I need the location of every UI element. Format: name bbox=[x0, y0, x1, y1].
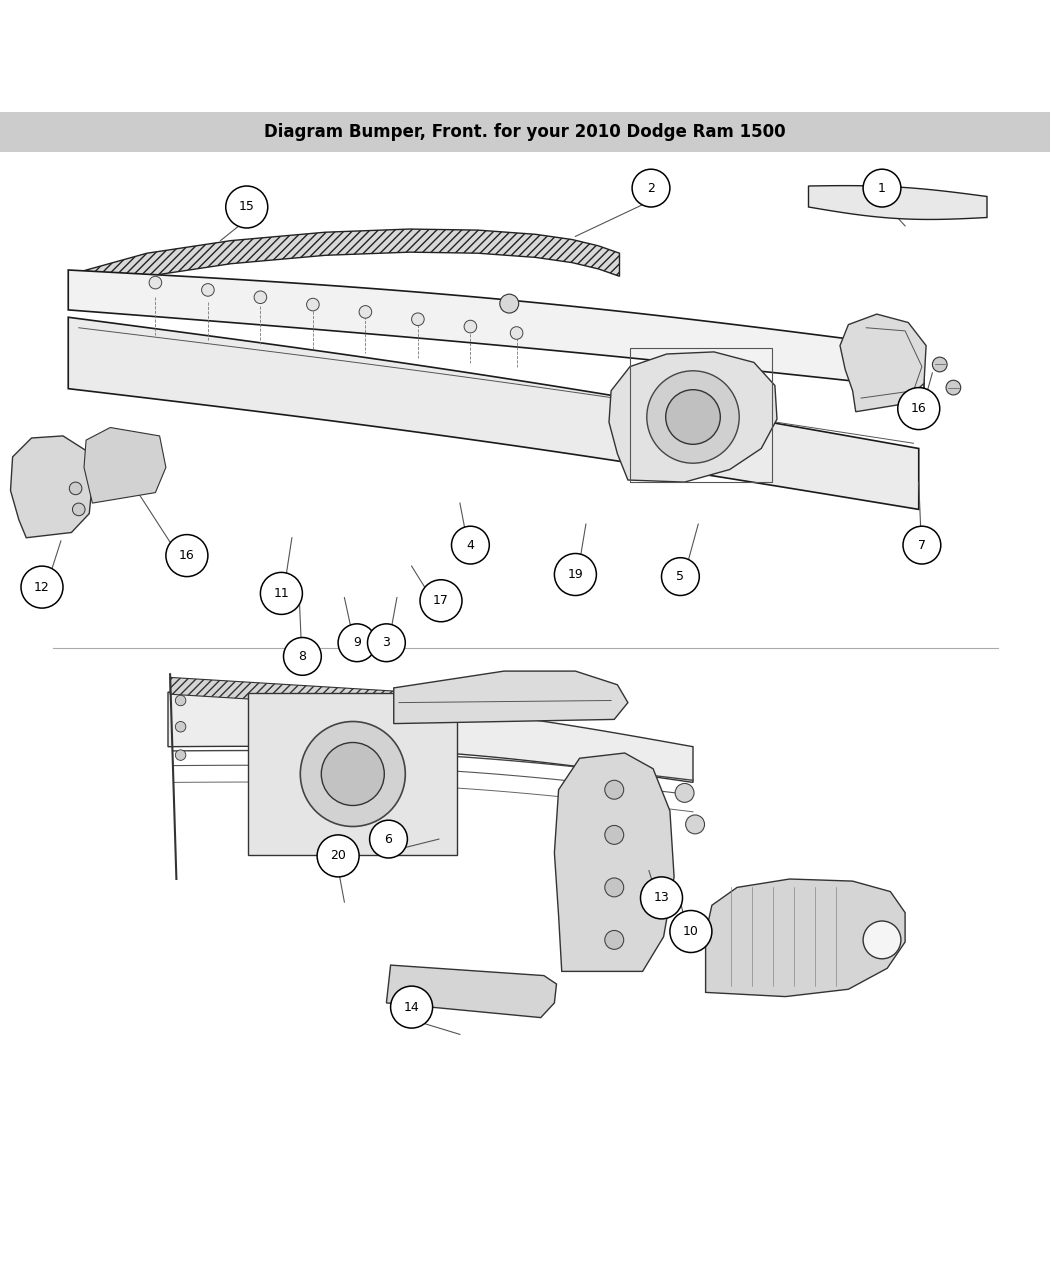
Text: 11: 11 bbox=[273, 586, 290, 601]
Circle shape bbox=[175, 722, 186, 732]
Circle shape bbox=[632, 170, 670, 207]
Circle shape bbox=[338, 623, 376, 662]
Text: 10: 10 bbox=[682, 924, 699, 938]
Circle shape bbox=[368, 623, 405, 662]
Circle shape bbox=[254, 291, 267, 303]
Circle shape bbox=[863, 170, 901, 207]
Text: 7: 7 bbox=[918, 538, 926, 552]
Polygon shape bbox=[808, 186, 987, 219]
Circle shape bbox=[898, 388, 940, 430]
Circle shape bbox=[260, 572, 302, 615]
Circle shape bbox=[21, 566, 63, 608]
Circle shape bbox=[932, 357, 947, 372]
Polygon shape bbox=[706, 878, 905, 997]
Polygon shape bbox=[10, 436, 92, 538]
Polygon shape bbox=[394, 671, 628, 724]
Circle shape bbox=[554, 553, 596, 595]
Circle shape bbox=[202, 283, 214, 296]
Polygon shape bbox=[84, 427, 166, 504]
Circle shape bbox=[670, 910, 712, 952]
Text: 8: 8 bbox=[298, 650, 307, 663]
Circle shape bbox=[903, 527, 941, 564]
Polygon shape bbox=[554, 754, 674, 972]
Polygon shape bbox=[170, 677, 514, 715]
Polygon shape bbox=[79, 230, 620, 296]
Text: 16: 16 bbox=[178, 550, 194, 562]
Circle shape bbox=[321, 742, 384, 806]
Circle shape bbox=[946, 380, 961, 395]
Circle shape bbox=[647, 371, 739, 463]
Polygon shape bbox=[68, 317, 919, 510]
Circle shape bbox=[420, 580, 462, 622]
Text: Diagram Bumper, Front. for your 2010 Dodge Ram 1500: Diagram Bumper, Front. for your 2010 Dod… bbox=[265, 124, 785, 142]
Text: 6: 6 bbox=[384, 833, 393, 845]
FancyBboxPatch shape bbox=[0, 112, 1050, 153]
Text: 15: 15 bbox=[238, 200, 255, 213]
Circle shape bbox=[166, 534, 208, 576]
Circle shape bbox=[675, 783, 694, 802]
Circle shape bbox=[605, 878, 624, 896]
Circle shape bbox=[72, 504, 85, 515]
Text: 17: 17 bbox=[433, 594, 449, 607]
Circle shape bbox=[175, 695, 186, 706]
Polygon shape bbox=[386, 965, 556, 1017]
FancyBboxPatch shape bbox=[248, 694, 457, 854]
Circle shape bbox=[605, 780, 624, 799]
Circle shape bbox=[605, 931, 624, 950]
Circle shape bbox=[452, 527, 489, 564]
Circle shape bbox=[370, 820, 407, 858]
Circle shape bbox=[359, 306, 372, 319]
Text: 13: 13 bbox=[653, 891, 670, 904]
Circle shape bbox=[300, 722, 405, 826]
Circle shape bbox=[510, 326, 523, 339]
Circle shape bbox=[175, 750, 186, 760]
Text: 2: 2 bbox=[647, 181, 655, 195]
Text: 19: 19 bbox=[568, 567, 584, 581]
Polygon shape bbox=[840, 314, 926, 412]
Polygon shape bbox=[609, 352, 777, 482]
Circle shape bbox=[666, 390, 720, 444]
Circle shape bbox=[391, 986, 433, 1028]
Text: 4: 4 bbox=[466, 538, 475, 552]
Circle shape bbox=[863, 921, 901, 959]
Circle shape bbox=[284, 638, 321, 676]
Text: 3: 3 bbox=[382, 636, 391, 649]
Circle shape bbox=[69, 482, 82, 495]
Circle shape bbox=[307, 298, 319, 311]
Text: 5: 5 bbox=[676, 570, 685, 583]
Text: 16: 16 bbox=[911, 402, 926, 416]
Circle shape bbox=[464, 320, 477, 333]
Text: 9: 9 bbox=[353, 636, 361, 649]
Text: 14: 14 bbox=[403, 1001, 420, 1014]
Polygon shape bbox=[68, 270, 924, 389]
Circle shape bbox=[317, 835, 359, 877]
Text: 20: 20 bbox=[330, 849, 346, 862]
Circle shape bbox=[662, 557, 699, 595]
Circle shape bbox=[686, 815, 705, 834]
Circle shape bbox=[226, 186, 268, 228]
Circle shape bbox=[500, 295, 519, 314]
Polygon shape bbox=[168, 692, 693, 783]
Circle shape bbox=[412, 312, 424, 325]
Circle shape bbox=[640, 877, 682, 919]
Text: 12: 12 bbox=[34, 580, 50, 594]
Circle shape bbox=[149, 277, 162, 289]
Text: 1: 1 bbox=[878, 181, 886, 195]
Circle shape bbox=[605, 825, 624, 844]
